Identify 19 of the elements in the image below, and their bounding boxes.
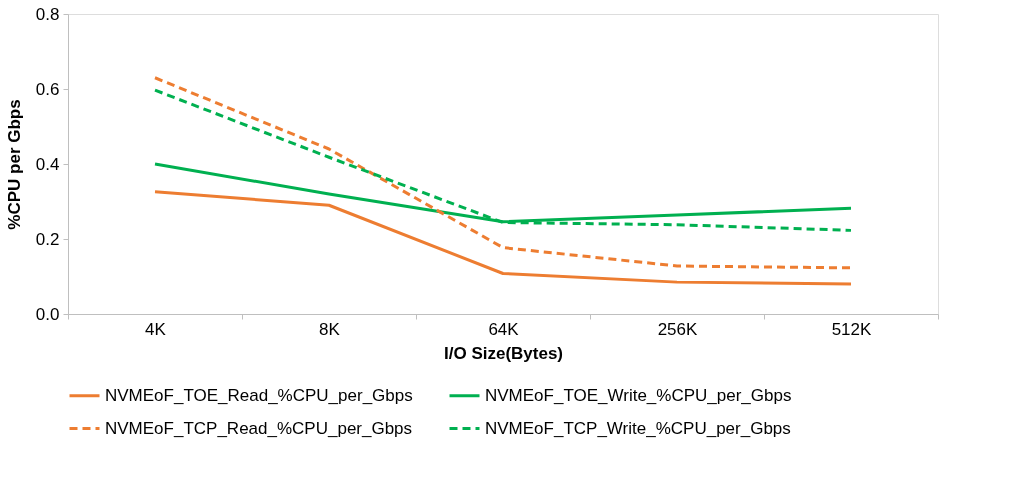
line-series [153,88,853,232]
x-tick-label: 8K [319,319,341,339]
x-tick-label: 64K [488,319,520,339]
y-tick-label: 0.0 [35,304,60,324]
x-axis-title: I/O Size(Bytes) [443,343,564,363]
legend-label: NVMEoF_TCP_Read_%CPU_per_Gbps [105,418,413,438]
line-series [153,190,853,286]
y-tick-label: 0.6 [35,79,60,99]
line-series [153,76,853,270]
y-tick-label: 0.4 [35,154,60,174]
x-tick-label: 512K [831,319,873,339]
y-axis-title: %CPU per Gbps [4,99,24,230]
legend-label: NVMEoF_TCP_Write_%CPU_per_Gbps [485,418,791,438]
legend-label: NVMEoF_TOE_Read_%CPU_per_Gbps [105,385,413,405]
x-tick-label: 4K [145,319,167,339]
x-tick-label: 256K [657,319,699,339]
legend-label: NVMEoF_TOE_Write_%CPU_per_Gbps [485,385,792,405]
y-tick-label: 0.2 [35,229,60,249]
y-tick-label: 0.8 [35,4,60,24]
